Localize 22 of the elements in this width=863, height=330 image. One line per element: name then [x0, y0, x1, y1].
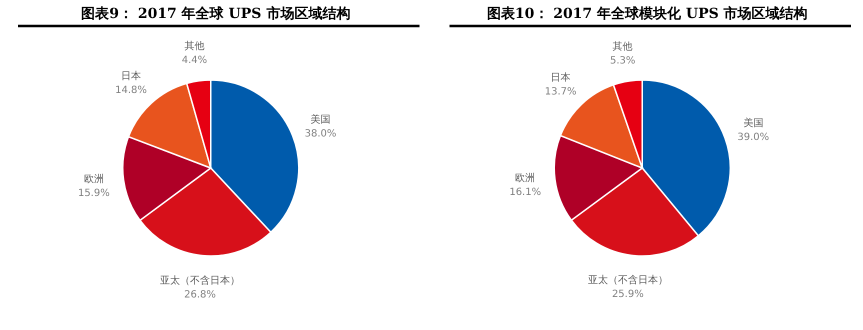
data-label: 16.1% [509, 187, 542, 198]
data-label: 4.4% [182, 55, 208, 66]
data-label: 39.0% [737, 132, 770, 144]
chart-title: 图表9： 2017 年全球 UPS 市场区域结构 [81, 5, 350, 22]
data-label: 13.7% [544, 86, 577, 98]
data-label: 26.8% [184, 290, 216, 301]
slice-label: 日本 [120, 70, 141, 82]
slice-label: 其他 [184, 40, 204, 52]
slice-label: 亚太（不含日本） [160, 274, 240, 287]
data-label: 25.9% [612, 289, 644, 300]
data-label: 5.3% [610, 56, 636, 67]
slice-label: 美国 [743, 117, 764, 130]
slice-label: 欧洲 [84, 173, 104, 186]
chart-title: 图表10： 2017 年全球模块化 UPS 市场区域结构 [486, 5, 808, 22]
slice-label: 其他 [612, 40, 633, 53]
slice-label: 日本 [550, 72, 571, 84]
data-label: 14.8% [115, 85, 147, 96]
slice-label: 亚太（不含日本） [588, 274, 668, 286]
data-label: 15.9% [78, 188, 110, 200]
slice-label: 美国 [310, 114, 331, 126]
data-label: 38.0% [304, 128, 336, 140]
slice-label: 欧洲 [515, 172, 536, 184]
